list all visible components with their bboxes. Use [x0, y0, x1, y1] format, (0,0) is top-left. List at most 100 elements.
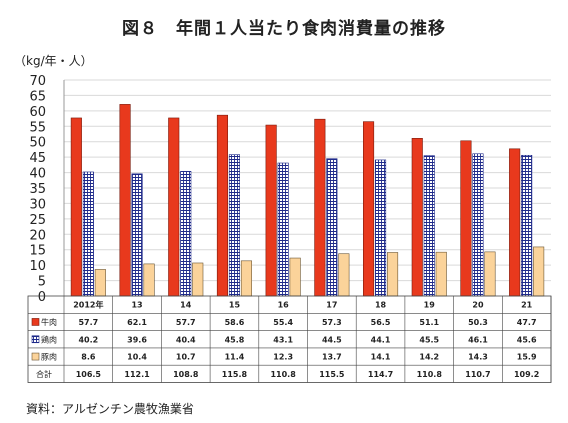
data-label: 11.4	[225, 353, 245, 362]
y-tick-label: 30	[29, 197, 46, 212]
bar-鶏肉	[131, 173, 143, 297]
data-label: 44.5	[322, 335, 342, 344]
data-label: 40.4	[176, 335, 196, 344]
bar-牛肉	[314, 118, 326, 297]
data-label: 10.4	[127, 353, 147, 362]
data-label: 12.3	[273, 353, 293, 362]
totals-label: 合計	[36, 369, 52, 379]
bar-鶏肉	[82, 171, 94, 297]
y-tick-label: 15	[29, 244, 46, 259]
bar-豚肉	[435, 251, 447, 297]
data-label: 56.5	[371, 318, 391, 327]
y-tick-label: 70	[29, 74, 46, 89]
total-value: 115.8	[222, 370, 248, 379]
data-label: 45.5	[419, 335, 439, 344]
bar-牛肉	[460, 140, 472, 297]
data-label: 57.7	[176, 318, 196, 327]
bar-牛肉	[70, 117, 82, 297]
y-tick-label: 10	[29, 259, 46, 274]
x-category-label: 15	[229, 301, 241, 310]
total-value: 115.5	[319, 370, 345, 379]
total-value: 106.5	[76, 370, 102, 379]
y-tick-label: 25	[29, 213, 46, 228]
data-label: 10.7	[176, 353, 196, 362]
bar-鶏肉	[521, 154, 533, 297]
source-note: 資料：アルゼンチン農牧漁業省	[26, 402, 194, 416]
data-label: 44.1	[371, 335, 391, 344]
data-label: 14.2	[419, 353, 439, 362]
data-label: 51.1	[419, 318, 439, 327]
y-tick-label: 55	[29, 120, 46, 135]
bar-豚肉	[338, 253, 350, 297]
total-value: 110.8	[417, 370, 443, 379]
data-label: 40.2	[78, 335, 98, 344]
total-value: 110.8	[270, 370, 296, 379]
legend-swatch-牛肉	[31, 318, 40, 326]
data-label: 43.1	[273, 335, 293, 344]
x-category-label: 19	[424, 301, 436, 310]
data-label: 55.4	[273, 318, 293, 327]
bar-豚肉	[289, 257, 301, 297]
x-category-label: 2012年	[73, 300, 103, 310]
y-tick-label: 35	[29, 182, 46, 197]
x-category-label: 20	[472, 301, 484, 310]
bar-鶏肉	[228, 154, 240, 297]
x-category-label: 21	[521, 301, 533, 310]
data-label: 47.7	[517, 318, 537, 327]
bar-鶏肉	[180, 171, 192, 297]
x-category-label: 18	[375, 301, 387, 310]
y-tick-label: 45	[29, 151, 46, 166]
chart-title: 図８ 年間１人当たり食肉消費量の推移	[122, 19, 446, 39]
y-tick-label: 20	[29, 228, 46, 243]
bar-豚肉	[143, 263, 155, 297]
bar-牛肉	[362, 121, 375, 297]
x-category-label: 13	[131, 301, 142, 310]
y-tick-label: 5	[38, 275, 46, 290]
bar-牛肉	[411, 138, 423, 297]
x-category-label: 14	[180, 301, 192, 310]
legend-swatch-豚肉	[31, 352, 40, 361]
bar-豚肉	[386, 252, 399, 297]
x-category-label: 16	[278, 301, 290, 310]
legend-label: 豚肉	[41, 352, 57, 362]
data-label: 15.9	[517, 353, 537, 362]
total-value: 109.2	[514, 370, 539, 379]
y-tick-label: 40	[29, 167, 46, 182]
bar-鶏肉	[374, 159, 387, 297]
bar-豚肉	[94, 269, 106, 297]
bar-豚肉	[192, 262, 204, 297]
data-label: 46.1	[468, 335, 488, 344]
legend-swatch-鶏肉	[31, 335, 40, 344]
y-tick-label: 60	[29, 105, 46, 120]
bar-牛肉	[119, 104, 131, 297]
bar-豚肉	[484, 251, 496, 297]
total-value: 108.8	[173, 370, 199, 379]
bar-鶏肉	[326, 158, 338, 297]
bar-鶏肉	[277, 162, 289, 297]
data-label: 14.1	[371, 353, 391, 362]
y-tick-label: 0	[38, 290, 46, 305]
bar-鶏肉	[472, 153, 484, 297]
bar-鶏肉	[423, 155, 435, 297]
bar-牛肉	[265, 124, 277, 297]
data-label: 62.1	[127, 318, 147, 327]
legend-label: 鶏肉	[41, 334, 57, 344]
y-tick-label: 65	[29, 89, 46, 104]
y-tick-label: 50	[29, 136, 46, 151]
data-label: 45.6	[517, 335, 537, 344]
bar-牛肉	[168, 117, 180, 297]
data-label: 57.3	[322, 318, 342, 327]
total-value: 112.1	[124, 370, 150, 379]
data-label: 13.7	[322, 353, 342, 362]
y-axis-unit-label: （kg/年・人）	[14, 54, 93, 68]
data-label: 57.7	[78, 318, 98, 327]
data-label: 39.6	[127, 335, 147, 344]
bar-豚肉	[533, 246, 545, 297]
bar-牛肉	[509, 148, 521, 297]
bar-牛肉	[216, 114, 228, 297]
data-label: 45.8	[225, 335, 245, 344]
data-label: 50.3	[468, 318, 488, 327]
total-value: 114.7	[368, 370, 393, 379]
data-label: 8.6	[81, 353, 96, 362]
total-value: 110.7	[465, 370, 490, 379]
